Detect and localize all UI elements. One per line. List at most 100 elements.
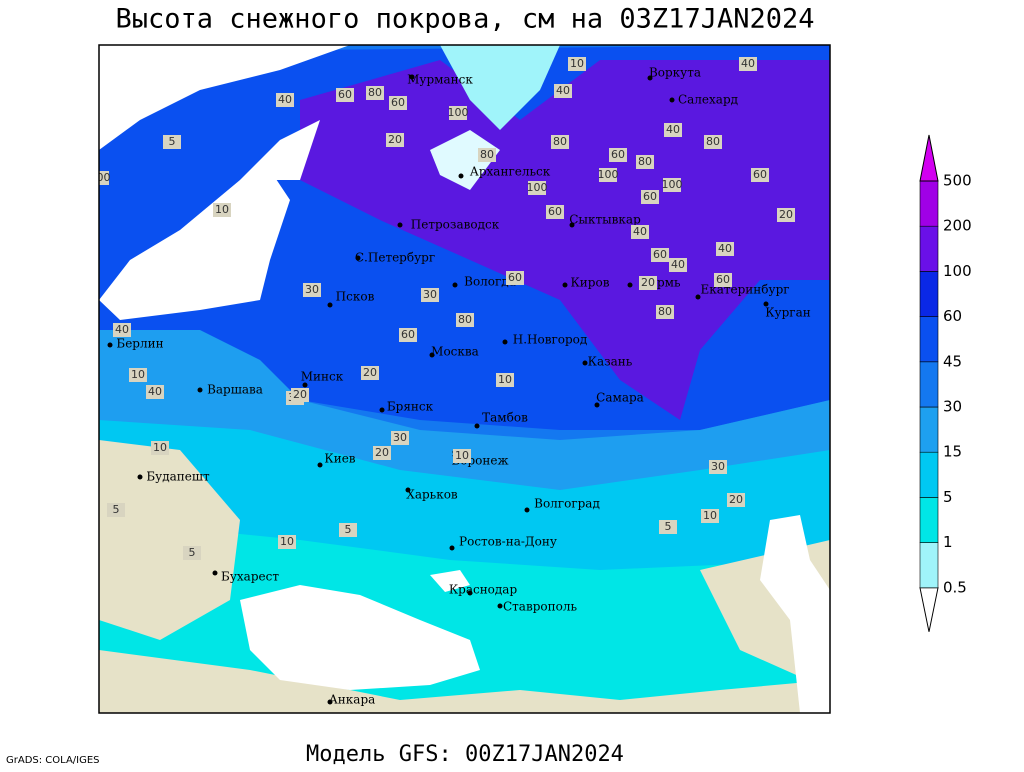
contour-label: 100 xyxy=(448,106,469,119)
city-dot xyxy=(458,173,464,179)
city-dot xyxy=(647,75,653,81)
contour-label-box xyxy=(391,431,409,445)
city-label: Архангельск xyxy=(470,165,551,179)
contour-label: 40 xyxy=(278,93,292,106)
contour-label-box xyxy=(663,178,681,192)
contour-label-box xyxy=(631,225,649,239)
legend-label: 0.5 xyxy=(943,578,967,596)
city-label: Бухарест xyxy=(221,570,279,584)
legend-label: 5 xyxy=(943,488,953,506)
contour-label: 30 xyxy=(711,460,725,473)
contour-label: 20 xyxy=(779,208,793,221)
contour-label: 60 xyxy=(548,205,562,218)
legend-swatch xyxy=(919,497,939,543)
contour-label-box xyxy=(777,208,795,222)
city-dot xyxy=(569,222,575,228)
contour-label-box xyxy=(389,96,407,110)
contour-label-box xyxy=(636,155,654,169)
city-dot xyxy=(137,474,143,480)
contour-label-box xyxy=(751,168,769,182)
contour-label: 80 xyxy=(658,305,672,318)
city-label: Петрозаводск xyxy=(411,218,500,232)
legend-label: 500 xyxy=(943,172,972,190)
contour-label: 40 xyxy=(718,242,732,255)
legend-swatch xyxy=(919,271,939,317)
contour-label-box xyxy=(551,135,569,149)
legend-label: 60 xyxy=(943,307,962,325)
contour-label-box xyxy=(399,328,417,342)
legend-swatch xyxy=(919,542,939,589)
contour-label: 60 xyxy=(753,168,767,181)
contour-label: 40 xyxy=(633,225,647,238)
city-label: Тамбов xyxy=(482,411,528,425)
city-label: Киев xyxy=(324,452,355,466)
contour-label: 5 xyxy=(189,546,196,559)
city-label: Н.Новгород xyxy=(513,333,588,347)
legend-swatch xyxy=(919,316,939,363)
contour-label-box xyxy=(656,305,674,319)
city-label: Мурманск xyxy=(407,73,473,87)
contour-label: 100 xyxy=(598,168,619,181)
city-dot xyxy=(327,699,333,705)
contour-label: 100 xyxy=(90,171,111,184)
city-label: Екатеринбург xyxy=(700,283,789,297)
contour-label-box xyxy=(599,168,617,182)
city-label: С.Петербург xyxy=(355,251,435,265)
city-label: Салехард xyxy=(678,93,738,107)
city-label: Курган xyxy=(765,306,810,320)
contour-label: 80 xyxy=(458,313,472,326)
contour-label: 80 xyxy=(480,148,494,161)
contour-label: 60 xyxy=(338,88,352,101)
contour-label-box xyxy=(373,446,391,460)
city-label: Киров xyxy=(571,276,610,290)
city-dot xyxy=(449,545,455,551)
city-label: Берлин xyxy=(116,337,163,351)
contour-label-box xyxy=(546,205,564,219)
contour-label-box xyxy=(659,520,677,534)
contour-label: 40 xyxy=(148,385,162,398)
contour-label: 60 xyxy=(716,273,730,286)
city-label: Краснодар xyxy=(449,583,518,597)
contour-label: 40 xyxy=(115,323,129,336)
city-label: Харьков xyxy=(406,488,458,502)
contour-label: 10 xyxy=(498,373,512,386)
contour-label: 40 xyxy=(666,123,680,136)
contour-label: 60 xyxy=(643,190,657,203)
city-dot xyxy=(582,360,588,366)
contour-label: 30 xyxy=(393,431,407,444)
city-label: Вологда xyxy=(464,275,516,289)
city-label: Минск xyxy=(301,370,344,384)
legend-label: 200 xyxy=(943,217,972,235)
contour-label-box xyxy=(456,313,474,327)
city-dot xyxy=(409,74,415,80)
contour-label: 20 xyxy=(388,133,402,146)
contour-label-box xyxy=(651,248,669,262)
map-area: Мурманск Воркута Салехард Архангельск Петроз… xyxy=(90,45,830,713)
contour-label: 10 xyxy=(703,509,717,522)
contour-label-box xyxy=(421,288,439,302)
contour-label-box xyxy=(739,57,757,71)
city-dot xyxy=(763,301,769,307)
contour-label: 100 xyxy=(662,178,683,191)
city-dot xyxy=(497,603,503,609)
contour-label-box xyxy=(386,133,404,147)
city-label: Ростов-на-Дону xyxy=(459,535,557,549)
city-label: Воркута xyxy=(649,66,701,80)
contour-label-box xyxy=(146,385,164,399)
city-dot xyxy=(197,387,203,393)
legend-swatch xyxy=(919,225,939,272)
contour-label-box xyxy=(453,449,471,463)
city-dot xyxy=(405,487,411,493)
contour-label: 80 xyxy=(553,135,567,148)
contour-label-box xyxy=(339,523,357,537)
contour-label-box xyxy=(727,493,745,507)
city-label: Волгоград xyxy=(534,497,600,511)
contour-label: 100 xyxy=(527,181,548,194)
legend-swatch xyxy=(919,361,939,408)
contour-label: 10 xyxy=(131,368,145,381)
contour-label-box xyxy=(129,368,147,382)
city-dot xyxy=(594,402,600,408)
legend-label: 1 xyxy=(943,533,953,551)
legend-label: 15 xyxy=(943,443,962,461)
contour-label: 60 xyxy=(653,248,667,261)
